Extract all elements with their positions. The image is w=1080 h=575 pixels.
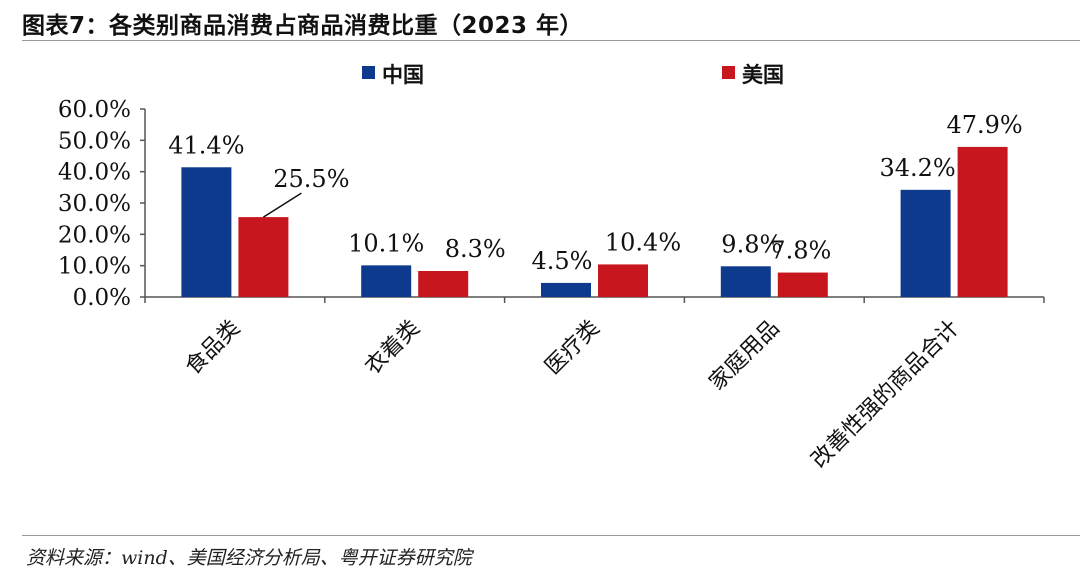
data-label-china: 34.2% bbox=[879, 154, 955, 182]
x-tick-label: 衣着类 bbox=[361, 316, 425, 380]
bar-usa bbox=[418, 270, 469, 297]
x-tick-label: 改善性强的商品合计 bbox=[807, 316, 965, 474]
legend-label-china: 中国 bbox=[382, 63, 424, 87]
title-divider bbox=[22, 40, 1080, 41]
bar-china bbox=[900, 189, 951, 297]
x-tick-label: 食品类 bbox=[181, 316, 245, 380]
y-tick-label: 30.0% bbox=[58, 191, 131, 217]
bar-usa bbox=[957, 146, 1008, 297]
y-tick-label: 20.0% bbox=[58, 222, 131, 248]
data-label-usa: 47.9% bbox=[946, 111, 1022, 139]
data-label-usa: 7.8% bbox=[770, 237, 831, 265]
data-label-china: 41.4% bbox=[168, 131, 244, 159]
y-tick-label: 0.0% bbox=[73, 285, 131, 311]
legend-swatch-usa bbox=[722, 66, 735, 79]
y-tick-label: 10.0% bbox=[58, 254, 131, 280]
data-label-china: 10.1% bbox=[348, 229, 424, 257]
x-tick-label: 医疗类 bbox=[540, 316, 604, 380]
y-tick-label: 60.0% bbox=[58, 97, 131, 123]
legend-swatch-china bbox=[362, 66, 375, 79]
bar-usa bbox=[777, 272, 828, 297]
chart-title: 图表7：各类别商品消费占商品消费比重（2023 年） bbox=[22, 13, 584, 39]
data-label-usa: 10.4% bbox=[605, 228, 681, 256]
data-label-usa: 25.5% bbox=[273, 165, 349, 193]
data-label-usa: 8.3% bbox=[445, 235, 506, 263]
y-tick-label: 50.0% bbox=[58, 128, 131, 154]
bar-china bbox=[720, 266, 771, 297]
x-tick-label: 家庭用品 bbox=[705, 316, 785, 396]
source-divider bbox=[22, 535, 1080, 536]
legend-label-usa: 美国 bbox=[742, 63, 784, 87]
bar-chart: 0.0% 10.0% 20.0% 30.0% 40.0% 50.0% 60.0% 41.4% 2… bbox=[58, 97, 1045, 474]
data-label-china: 9.8% bbox=[721, 230, 782, 258]
source-note: 资料来源：wind、美国经济分析局、粤开证券研究院 bbox=[26, 547, 472, 569]
data-label-leader bbox=[262, 192, 302, 218]
bar-china bbox=[181, 167, 232, 297]
bar-usa bbox=[238, 217, 289, 297]
y-tick-label: 40.0% bbox=[58, 160, 131, 186]
data-label-china: 4.5% bbox=[532, 247, 593, 275]
bar-china bbox=[361, 265, 412, 297]
bar-china bbox=[541, 282, 591, 297]
bar-usa bbox=[598, 264, 648, 297]
